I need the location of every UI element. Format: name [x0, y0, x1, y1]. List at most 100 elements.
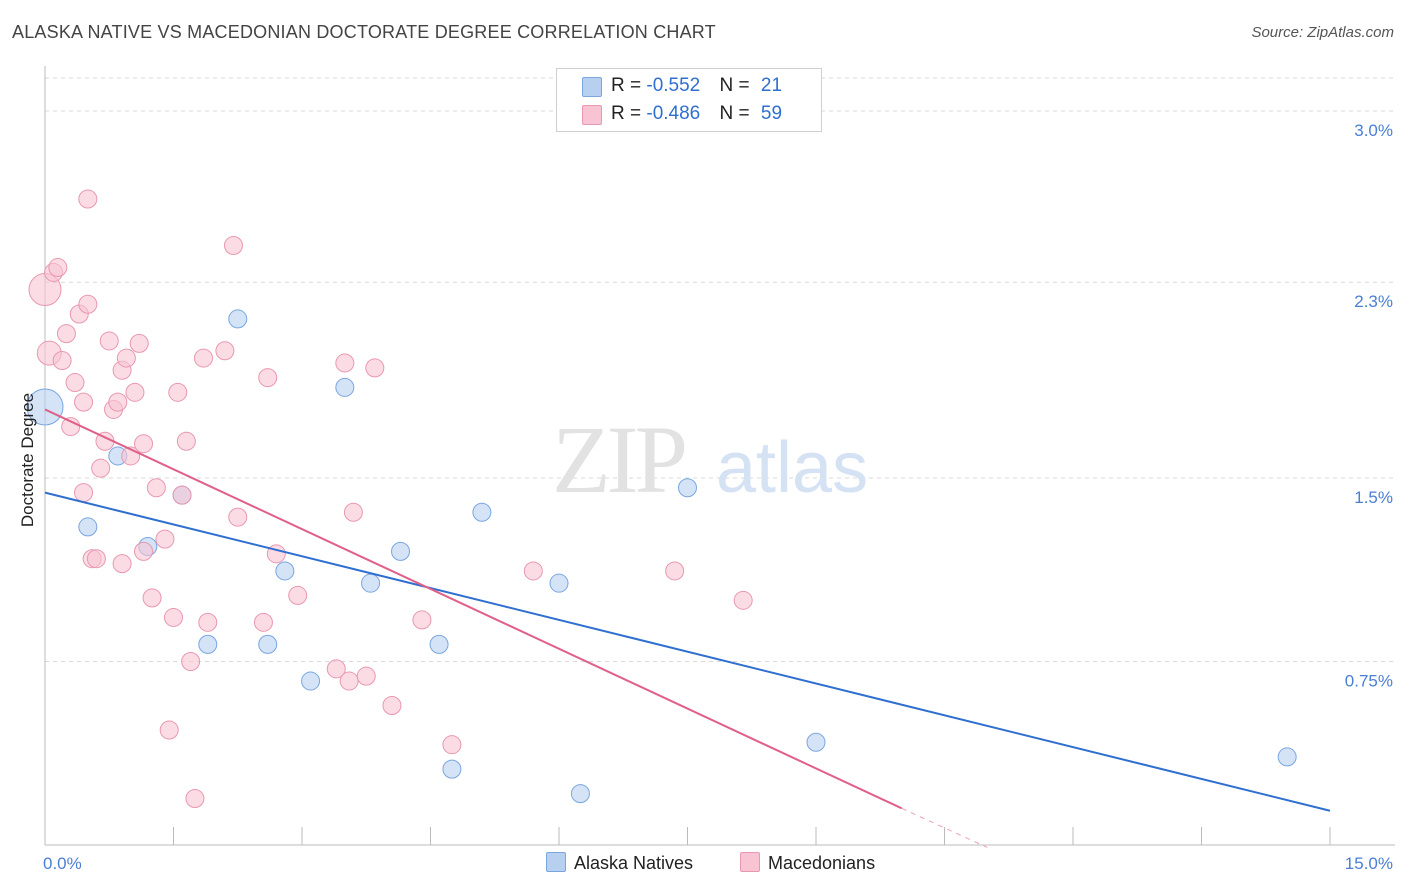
- y-tick-label: 0.75%: [1345, 671, 1393, 690]
- macedonian-point: [665, 561, 685, 581]
- legend-r-label: R =: [611, 103, 647, 124]
- macedonian-point: [134, 434, 154, 454]
- legend-n-value: 59: [760, 103, 783, 124]
- macedonian-point: [65, 373, 85, 393]
- macedonian-point: [228, 507, 248, 527]
- macedonian-point: [223, 236, 243, 256]
- macedonian-trend-line: [44, 408, 903, 810]
- macedonian-point: [74, 392, 94, 412]
- source-label: Source: ZipAtlas.com: [1251, 24, 1394, 41]
- alaska-native-point: [570, 784, 590, 804]
- legend-n-label: N =: [719, 103, 755, 124]
- y-tick-label: 2.3%: [1354, 292, 1393, 311]
- watermark: ZIP atlas: [552, 406, 868, 513]
- alaska-native-point: [78, 517, 98, 537]
- legend-swatch-pink: [582, 105, 602, 125]
- macedonian-point: [86, 549, 106, 569]
- macedonian-point: [198, 612, 218, 632]
- macedonian-point: [185, 789, 205, 809]
- alaska-native-point: [472, 502, 492, 522]
- legend-r-value: -0.486: [646, 103, 701, 124]
- alaska-native-point: [1277, 747, 1297, 767]
- legend-swatch-blue: [582, 77, 602, 97]
- alaska-native-point: [335, 377, 355, 397]
- macedonian-point: [442, 735, 462, 755]
- legend-row-alaska-natives: R = -0.552 N = 21: [582, 75, 783, 97]
- macedonian-point: [99, 331, 119, 351]
- legend-n-label: N =: [719, 75, 755, 96]
- macedonian-point: [134, 541, 154, 561]
- alaska-native-point: [442, 759, 462, 779]
- macedonian-point: [159, 720, 179, 740]
- macedonian-point: [78, 294, 98, 314]
- alaska-native-point: [258, 634, 278, 654]
- macedonian-point: [356, 666, 376, 686]
- macedonian-point: [253, 612, 273, 632]
- legend-r-value: -0.552: [646, 75, 701, 96]
- axis-layer: 0.75% 1.5% 2.3% 3.0% 0.0% 15.0%: [43, 66, 1395, 873]
- alaska-native-point: [228, 309, 248, 329]
- macedonian-point: [52, 351, 72, 371]
- macedonian-point: [129, 333, 149, 353]
- macedonian-point: [91, 458, 111, 478]
- chart-title: ALASKA NATIVE VS MACEDONIAN DOCTORATE DE…: [12, 22, 716, 42]
- macedonian-point: [168, 382, 188, 402]
- legend-row-macedonians: R = -0.486 N = 59: [582, 103, 783, 125]
- macedonian-point: [181, 651, 201, 671]
- macedonian-point: [61, 417, 81, 437]
- macedonian-point: [155, 529, 175, 549]
- alaska-native-point: [391, 541, 411, 561]
- trend-layer: [44, 408, 1331, 848]
- grid-layer: [45, 77, 1395, 662]
- bottom-legend-macedonians: Macedonians: [740, 852, 875, 874]
- macedonian-point: [215, 341, 235, 361]
- macedonian-point: [335, 353, 355, 373]
- macedonian-point: [523, 561, 543, 581]
- alaska-native-point: [549, 573, 569, 593]
- macedonian-point: [326, 659, 346, 679]
- macedonian-point: [382, 696, 402, 716]
- alaska-native-point: [275, 561, 295, 581]
- y-axis-label: Doctorate Degree: [18, 393, 37, 527]
- alaska-native-point: [806, 732, 826, 752]
- macedonian-point: [365, 358, 385, 378]
- legend-n-value: 21: [760, 75, 783, 96]
- macedonian-point: [176, 431, 196, 451]
- alaska-native-point: [429, 634, 449, 654]
- watermark-zip: ZIP: [552, 406, 685, 513]
- bottom-legend-swatch-blue: [546, 852, 566, 872]
- alaska-native-point: [198, 634, 218, 654]
- alaska-native-point: [26, 388, 64, 426]
- macedonian-point: [412, 610, 432, 630]
- macedonian-point: [116, 348, 136, 368]
- macedonian-point: [193, 348, 213, 368]
- y-tick-label: 3.0%: [1354, 121, 1393, 140]
- macedonian-point: [288, 585, 308, 605]
- macedonian-point: [164, 607, 183, 627]
- macedonian-point: [343, 502, 363, 522]
- alaska-native-point: [678, 478, 697, 498]
- macedonian-point: [112, 554, 132, 574]
- macedonian-point: [172, 485, 192, 505]
- watermark-atlas: atlas: [716, 428, 868, 508]
- macedonian-point: [48, 258, 68, 278]
- x-tick-label: 15.0%: [1345, 854, 1393, 873]
- alaska-native-point: [301, 671, 321, 691]
- macedonian-point: [56, 324, 76, 344]
- x-tick-label: 0.0%: [43, 854, 82, 873]
- macedonian-point: [146, 478, 166, 498]
- macedonian-point: [108, 392, 128, 412]
- bottom-legend-label: Macedonians: [768, 853, 876, 873]
- y-tick-label: 1.5%: [1354, 488, 1393, 507]
- bottom-legend-swatch-pink: [740, 852, 760, 872]
- macedonian-point: [339, 671, 359, 691]
- macedonian-point: [74, 483, 94, 503]
- macedonian-point: [78, 189, 98, 209]
- macedonian-point: [125, 382, 145, 402]
- macedonian-point: [733, 590, 753, 610]
- macedonian-point: [258, 368, 278, 388]
- legend-r-label: R =: [611, 75, 647, 96]
- alaska-native-point: [361, 573, 381, 593]
- bottom-legend-label: Alaska Natives: [574, 853, 694, 873]
